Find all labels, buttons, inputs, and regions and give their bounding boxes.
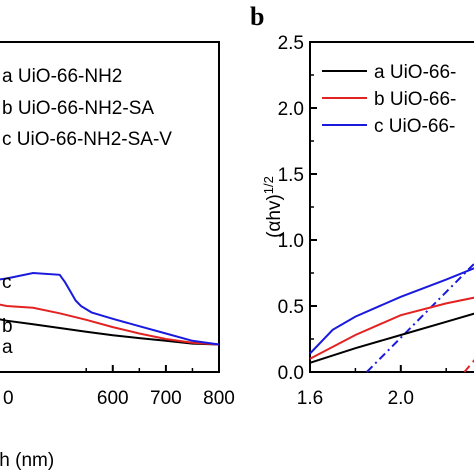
- panel-a-x-tick-label: 600: [97, 388, 129, 409]
- panel-a-x-ticks: 600 700 800 0: [3, 365, 235, 409]
- panel-b-series-line: [309, 312, 474, 364]
- panel-b-tangent-line: [366, 262, 474, 373]
- panel-b-y-tick-label: 0.0: [278, 363, 304, 384]
- y-title-exponent: 1/2: [261, 176, 276, 194]
- panel-b-y-ticks: 0.0 0.5 1.0 1.5 2.0 2.5: [278, 33, 317, 384]
- panel-b-legend-entry: b UiO-66-: [374, 89, 456, 110]
- legend-entry-c: c UiO-66-NH2-SA-V: [2, 129, 172, 150]
- panel-b-y-tick-label: 2.0: [278, 99, 304, 120]
- panel-a-frame: [0, 41, 220, 373]
- panel-b-y-tick-label: 1.0: [278, 231, 304, 252]
- panel-b-x-ticks: 1.62.02: [297, 365, 447, 409]
- legend-entry-b: b UiO-66-NH2-SA: [2, 98, 154, 119]
- panel-b: b 0.00.51.01.52.02.5 1.62.02 a UiO-66-b …: [250, 2, 474, 409]
- legend-entry-a: a UiO-66-NH2: [2, 66, 122, 87]
- curve-label-a: a: [2, 337, 13, 358]
- panel-a-series-line: [0, 271, 220, 346]
- y-title-base: (αhv): [264, 194, 285, 238]
- panel-a-series-line: [0, 318, 220, 346]
- panel-b-y-tick-label: 2.5: [278, 33, 304, 54]
- panel-a-x-axis-title: th (nm): [0, 450, 54, 471]
- panel-b-y-axis-title: (αhv)1/2: [261, 176, 285, 238]
- panel-a-curves: [0, 271, 220, 346]
- panel-a: 600 700 800 0 a UiO-66-NH2 b UiO-66-NH2-SA …: [0, 41, 235, 471]
- panel-a-series-line: [0, 303, 220, 346]
- panel-b-curves: [309, 262, 474, 373]
- curve-label-b: b: [2, 316, 13, 337]
- panel-a-legend: a UiO-66-NH2 b UiO-66-NH2-SA c UiO-66-NH…: [2, 66, 172, 150]
- panel-b-y-tick-label: 0.5: [278, 297, 304, 318]
- panel-b-series-line: [309, 296, 474, 360]
- panel-b-label: b: [250, 2, 264, 31]
- panel-a-x-tick-label: 0: [3, 388, 14, 409]
- panel-b-series-line: [309, 267, 474, 355]
- panel-a-x-tick-label: 800: [203, 388, 235, 409]
- panel-b-y-tick-label: 1.5: [278, 165, 304, 186]
- curve-label-c: c: [2, 272, 12, 293]
- panel-b-x-tick-label: 1.6: [297, 388, 323, 409]
- panel-b-legend: a UiO-66- b UiO-66- c UiO-66-: [322, 62, 456, 137]
- panel-b-x-tick-label: 2.0: [388, 388, 414, 409]
- panel-a-x-tick-label: 700: [150, 388, 182, 409]
- panel-b-legend-entry: c UiO-66-: [374, 116, 455, 137]
- panel-b-legend-entry: a UiO-66-: [374, 62, 456, 83]
